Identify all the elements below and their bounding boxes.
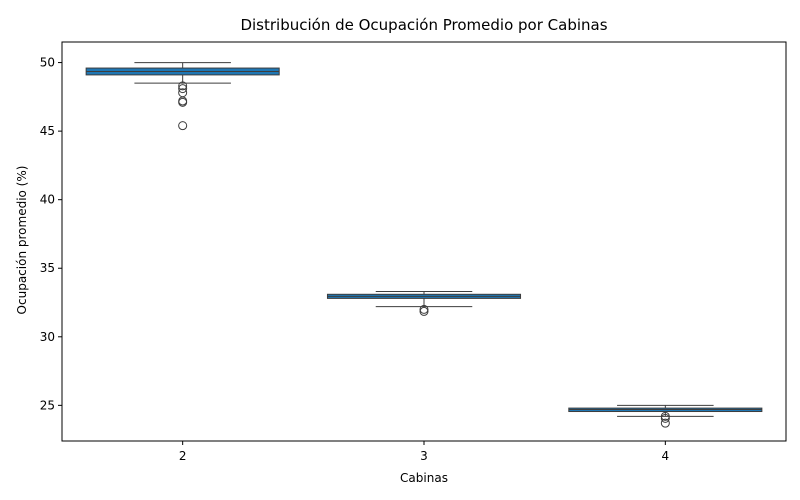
plot-area: 25 30 35 40 45 50 2 3 4 — [40, 41, 787, 463]
chart-title: Distribución de Ocupación Promedio por C… — [240, 16, 607, 34]
plot-frame — [61, 41, 787, 442]
x-axis-label: Cabinas — [400, 471, 448, 485]
outlier-point — [178, 84, 188, 94]
y-tick-label: 40 — [40, 193, 55, 207]
outlier-point — [178, 121, 188, 131]
outlier-point — [660, 418, 670, 428]
outlier-point — [419, 306, 429, 316]
y-axis-label: Ocupación promedio (%) — [15, 166, 29, 315]
y-tick-label: 25 — [40, 398, 55, 412]
y-tick-label: 35 — [40, 261, 55, 275]
y-tick-label: 45 — [40, 124, 55, 138]
x-tick-label: 3 — [420, 449, 428, 463]
y-tick-label: 30 — [40, 330, 55, 344]
outlier-point — [660, 413, 670, 423]
y-tick-label: 50 — [40, 56, 55, 70]
x-tick-label: 2 — [179, 449, 187, 463]
outlier-point — [178, 97, 188, 107]
outlier-point — [178, 81, 188, 91]
x-tick-label: 4 — [662, 449, 670, 463]
